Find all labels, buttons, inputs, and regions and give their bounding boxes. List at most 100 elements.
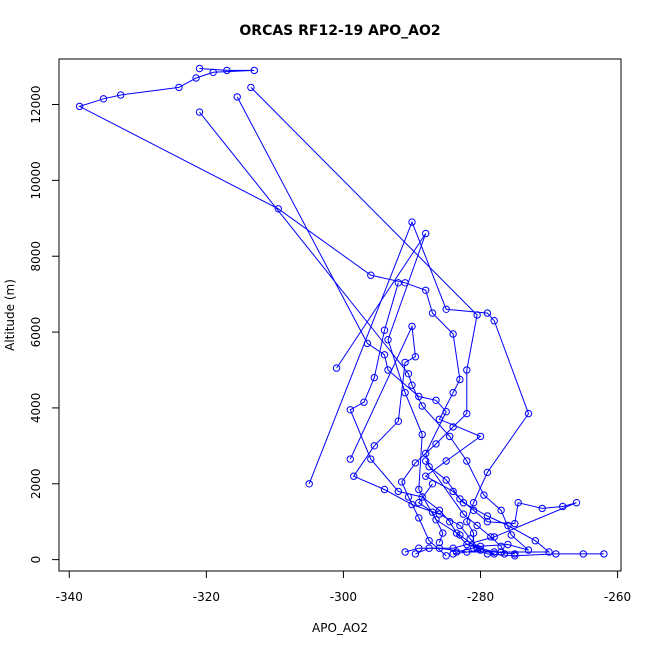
data-point [415, 544, 423, 552]
series-1 [75, 64, 553, 556]
data-point [346, 406, 354, 414]
data-point [422, 472, 430, 480]
data-point [456, 495, 464, 503]
data-point [418, 493, 426, 501]
data-point [401, 389, 409, 397]
data-point [99, 95, 108, 103]
data-point [435, 506, 444, 514]
data-point [514, 499, 522, 507]
data-point [456, 531, 464, 539]
y-axis-label: Altitude (m) [3, 279, 17, 351]
data-point [195, 108, 204, 116]
data-point [332, 364, 341, 372]
series-8 [332, 229, 498, 558]
data-point [422, 229, 430, 238]
series-9 [422, 457, 509, 558]
data-point [394, 417, 402, 425]
data-point [524, 546, 533, 554]
data-point [463, 409, 471, 418]
data-point [531, 537, 539, 545]
data-point [367, 455, 375, 463]
data-point [442, 457, 450, 465]
data-point [411, 550, 420, 558]
data-point [449, 330, 457, 338]
data-point [422, 457, 430, 465]
data-point [380, 326, 389, 334]
data-point [411, 353, 420, 361]
data-point [469, 506, 478, 514]
data-point [473, 521, 481, 530]
data-point [469, 499, 478, 507]
series-line [425, 460, 505, 555]
y-tick-label: 10000 [29, 161, 43, 199]
series-2 [305, 218, 608, 560]
series-6 [346, 322, 485, 558]
y-tick-label: 12000 [29, 85, 43, 123]
data-point [483, 518, 492, 526]
data-point [432, 440, 440, 448]
data-point [463, 457, 471, 465]
data-point [418, 402, 426, 410]
data-point [360, 398, 368, 406]
series-line [349, 282, 515, 555]
data-point [511, 552, 519, 560]
data-point [75, 102, 84, 111]
data-point [511, 519, 519, 528]
data-point [404, 370, 413, 378]
data-point [449, 487, 457, 496]
data-point [442, 552, 450, 560]
data-point [250, 66, 259, 75]
series-line [308, 220, 604, 557]
data-point [117, 91, 125, 99]
data-point [449, 389, 457, 397]
data-point [442, 408, 450, 416]
x-tick-label: -340 [56, 590, 83, 604]
data-point [463, 366, 471, 374]
data-point [483, 468, 492, 477]
series-line [236, 96, 577, 555]
series-10 [415, 480, 447, 547]
data-point [490, 317, 498, 325]
data-point [175, 83, 183, 92]
data-point [446, 432, 454, 441]
data-point [559, 502, 567, 511]
data-point [247, 83, 255, 92]
data-point [370, 373, 378, 382]
y-tick-label: 8000 [29, 241, 43, 272]
series-line [349, 324, 482, 555]
data-point [195, 64, 204, 73]
data-point [504, 521, 512, 530]
data-point [545, 548, 553, 556]
x-axis-label: APO_AO2 [312, 621, 368, 635]
data-point [524, 409, 533, 418]
data-point [487, 533, 495, 541]
plot-frame [58, 58, 622, 572]
data-point [442, 305, 450, 313]
data-point [209, 68, 217, 77]
data-point [380, 485, 389, 494]
y-tick-label: 0 [29, 556, 43, 564]
data-point [483, 512, 492, 520]
data-point [432, 396, 440, 404]
data-point [422, 286, 430, 294]
data-point [449, 550, 457, 558]
data-point [398, 478, 406, 486]
data-point [367, 271, 375, 279]
data-point [507, 531, 515, 539]
data-point [223, 66, 231, 75]
data-point [473, 311, 481, 319]
data-point [463, 518, 471, 526]
x-tick-label: -300 [330, 590, 357, 604]
data-point [305, 480, 313, 488]
data-point [350, 472, 358, 480]
data-point [497, 506, 505, 514]
data-point [511, 550, 519, 558]
data-point [463, 540, 471, 549]
data-point [428, 480, 437, 488]
data-point [408, 500, 416, 509]
data-point [456, 521, 464, 530]
data-point [401, 548, 409, 556]
data-point [415, 514, 423, 522]
x-axis: -340 -320 -300 -280 -260 [56, 570, 631, 604]
x-tick-label: -260 [604, 590, 631, 604]
